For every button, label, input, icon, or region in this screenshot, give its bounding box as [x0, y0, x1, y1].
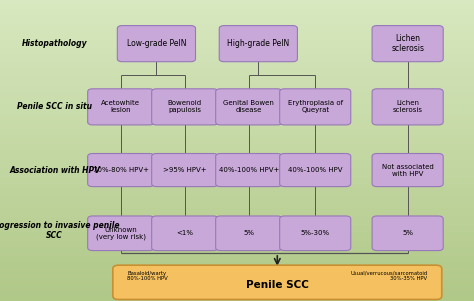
FancyBboxPatch shape — [88, 216, 154, 250]
FancyBboxPatch shape — [117, 26, 195, 62]
FancyBboxPatch shape — [280, 154, 351, 187]
Text: 40%-100% HPV: 40%-100% HPV — [288, 167, 342, 173]
FancyBboxPatch shape — [372, 216, 443, 250]
Text: Progression to invasive penile
SCC: Progression to invasive penile SCC — [0, 221, 119, 240]
Text: Genital Bowen
disease: Genital Bowen disease — [223, 100, 274, 113]
FancyBboxPatch shape — [372, 89, 443, 125]
FancyBboxPatch shape — [372, 26, 443, 62]
Text: Erythroplasia of
Queyrat: Erythroplasia of Queyrat — [288, 100, 343, 113]
FancyBboxPatch shape — [372, 154, 443, 187]
Text: Unknown
(very low risk): Unknown (very low risk) — [96, 227, 146, 240]
Text: Association with HPV: Association with HPV — [9, 166, 100, 175]
FancyBboxPatch shape — [216, 89, 282, 125]
FancyBboxPatch shape — [113, 265, 442, 299]
Text: >95% HPV+: >95% HPV+ — [163, 167, 207, 173]
Text: Penile SCC in situ: Penile SCC in situ — [17, 102, 92, 111]
Text: Acetowhite
lesion: Acetowhite lesion — [101, 100, 140, 113]
FancyBboxPatch shape — [216, 216, 282, 250]
Text: Low-grade PeIN: Low-grade PeIN — [127, 39, 186, 48]
Text: 5%: 5% — [402, 230, 413, 236]
FancyBboxPatch shape — [219, 26, 298, 62]
Text: Lichen
sclerosis: Lichen sclerosis — [391, 34, 424, 53]
Text: 5%-30%: 5%-30% — [301, 230, 330, 236]
Text: 40%-100% HPV+: 40%-100% HPV+ — [219, 167, 279, 173]
Text: Lichen
sclerosis: Lichen sclerosis — [392, 100, 423, 113]
Text: Not associated
with HPV: Not associated with HPV — [382, 163, 434, 177]
FancyBboxPatch shape — [152, 216, 218, 250]
FancyBboxPatch shape — [152, 154, 218, 187]
FancyBboxPatch shape — [152, 89, 218, 125]
Text: 5%: 5% — [243, 230, 255, 236]
Text: Usual/verrucous/sarcomatoid
30%-35% HPV: Usual/verrucous/sarcomatoid 30%-35% HPV — [350, 271, 428, 281]
Text: Bowenoid
papulosis: Bowenoid papulosis — [168, 100, 202, 113]
Text: 70%-80% HPV+: 70%-80% HPV+ — [93, 167, 149, 173]
Text: Histopathology: Histopathology — [22, 39, 87, 48]
Text: High-grade PeIN: High-grade PeIN — [227, 39, 290, 48]
Text: Penile SCC: Penile SCC — [246, 280, 309, 290]
FancyBboxPatch shape — [280, 89, 351, 125]
FancyBboxPatch shape — [216, 154, 282, 187]
FancyBboxPatch shape — [280, 216, 351, 250]
FancyBboxPatch shape — [88, 89, 154, 125]
FancyBboxPatch shape — [88, 154, 154, 187]
Text: <1%: <1% — [176, 230, 193, 236]
Text: Basaloid/warty
80%-100% HPV: Basaloid/warty 80%-100% HPV — [127, 271, 168, 281]
